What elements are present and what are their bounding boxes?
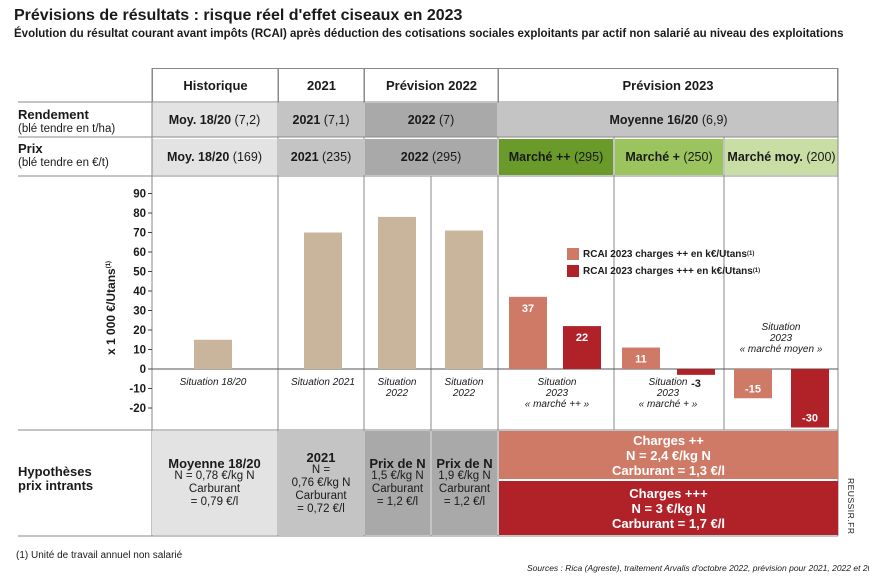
data-label: 22 (576, 332, 588, 344)
data-label: 11 (635, 354, 647, 366)
category-label: 2022 (452, 388, 476, 399)
prix-historique: Moy. 18/20 (169) (152, 139, 277, 175)
hypothese-2022-b: Prix de N 1,9 €/kg N Carburant = 1,2 €/l (432, 431, 497, 535)
category-label: 2023 (769, 333, 793, 344)
legend-swatch (567, 265, 579, 277)
category-label: Situation (378, 377, 417, 388)
y-tick-label: 30 (133, 306, 146, 318)
category-label: « marché moyen » (740, 344, 823, 355)
y-tick-label: -10 (129, 384, 146, 396)
rendement-label: Rendement (18, 107, 89, 122)
data-label: 37 (522, 303, 534, 315)
bar (622, 347, 660, 369)
data-label: -15 (745, 383, 761, 395)
footnote: (1) Unité de travail annuel non salarié (16, 550, 183, 561)
bar (304, 232, 342, 369)
category-label: « marché + » (639, 399, 698, 410)
data-label: -30 (802, 413, 818, 425)
data-label: -3 (691, 378, 701, 390)
y-axis-label: x 1 000 €/Utans(1) (104, 260, 118, 355)
category-label: Situation 2021 (291, 377, 355, 388)
chart-title: Prévisions de résultats : risque réel d'… (14, 7, 463, 24)
prix-marche-plus-plus: Marché ++ (295) (499, 139, 613, 175)
category-label: 2023 (656, 388, 680, 399)
bar (378, 216, 416, 369)
rendement-2021: 2021 (7,1) (279, 103, 363, 137)
prix-2022: 2022 (295) (365, 139, 497, 175)
category-label: 2022 (385, 388, 409, 399)
y-tick-label: 0 (140, 364, 146, 376)
y-tick-label: 90 (133, 189, 146, 201)
row-label-prix: Prix (blé tendre en €/t) (18, 142, 109, 170)
category-label: Situation (538, 377, 577, 388)
rendement-2023: Moyenne 16/20 (6,9) (499, 103, 838, 137)
rendement-historique: Moy. 18/20 (7,2) (152, 103, 277, 137)
hypothese-charges-plus-plus: Charges ++ N = 2,4 €/kg N Carburant = 1,… (499, 431, 838, 479)
hypothese-2021: 2021 N = 0,76 €/kg N Carburant = 0,72 €/… (279, 431, 363, 535)
y-tick-label: 70 (133, 228, 146, 240)
legend-swatch (567, 248, 579, 260)
prix-2021: 2021 (235) (279, 139, 363, 175)
hypothese-historique: Moyenne 18/20 N = 0,78 €/kg N Carburant … (152, 431, 277, 535)
rendement-2022: 2022 (7) (365, 103, 497, 137)
brand-watermark: REUSSIR.FR (846, 478, 856, 535)
legend-item-charges-plus-plus-plus: RCAI 2023 charges +++ en k€/Utans (1) (567, 265, 760, 277)
y-tick-label: 80 (133, 208, 146, 220)
y-tick-label: 60 (133, 247, 146, 259)
y-tick-label: 20 (133, 325, 146, 337)
y-tick-label: 40 (133, 286, 146, 298)
prix-marche-moyen: Marché moy. (200) (725, 139, 838, 175)
source-note: Sources : Rica (Agreste), traitement Arv… (527, 563, 869, 573)
prix-sublabel: (blé tendre en €/t) (18, 157, 109, 169)
prix-label: Prix (18, 141, 43, 156)
category-label: Situation (445, 377, 484, 388)
bar (677, 369, 715, 375)
bar (445, 230, 483, 369)
hypothese-charges-plus-plus-plus: Charges +++ N = 3 €/kg N Carburant = 1,7… (499, 481, 838, 535)
category-label: Situation (762, 322, 801, 333)
prix-marche-plus: Marché + (250) (615, 139, 723, 175)
y-tick-label: -20 (129, 403, 146, 415)
row-label-rendement: Rendement (blé tendre en t/ha) (18, 108, 115, 136)
bar (509, 296, 547, 369)
rendement-sublabel: (blé tendre en t/ha) (18, 123, 116, 135)
row-label-hypotheses: Hypothèses prix intrants (18, 464, 94, 493)
bar (563, 326, 601, 369)
bar (791, 369, 829, 428)
y-tick-label: 50 (133, 267, 146, 279)
hypothese-2022-a: Prix de N 1,5 €/kg N Carburant = 1,2 €/l (365, 431, 430, 535)
category-label: 2023 (545, 388, 569, 399)
category-label: Situation 18/20 (180, 377, 247, 388)
category-label: Situation (649, 377, 688, 388)
category-label: « marché ++ » (525, 399, 590, 410)
bar (734, 369, 772, 399)
y-tick-label: 10 (133, 345, 146, 357)
legend-item-charges-plus-plus: RCAI 2023 charges ++ en k€/Utans (1) (567, 248, 754, 260)
chart-subtitle: Évolution du résultat courant avant impô… (14, 28, 844, 40)
bar (194, 339, 232, 369)
